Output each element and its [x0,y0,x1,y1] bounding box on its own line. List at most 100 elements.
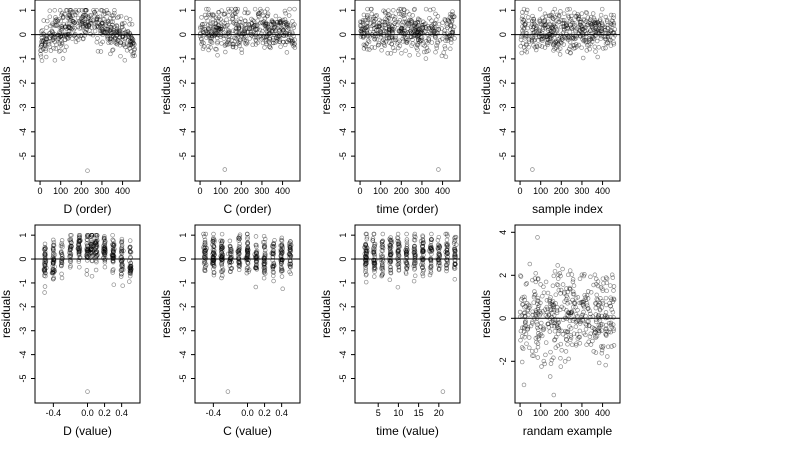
data-point [108,36,114,42]
data-point [281,39,286,45]
data-point [107,27,113,33]
data-point [215,40,220,46]
data-point [603,14,609,20]
data-point [546,19,551,24]
data-point [409,43,414,48]
data-point [226,28,232,34]
data-point [445,17,450,23]
data-point [41,31,46,37]
data-point [257,11,263,16]
data-point [277,33,282,38]
data-point [234,29,239,35]
data-point [598,33,604,39]
data-point [611,288,616,293]
data-point [53,23,58,28]
data-point [555,276,561,281]
data-point [420,23,425,28]
data-point [257,10,262,16]
data-point [89,239,95,245]
data-point [114,41,120,47]
data-point [568,16,574,22]
data-point [59,258,64,263]
data-point [256,14,262,20]
data-point [233,26,239,31]
data-point [43,39,48,45]
x-tick-label: 0 [518,408,523,418]
data-point [118,40,123,45]
data-point [78,33,84,38]
data-point [246,22,252,28]
data-point [357,23,363,28]
data-point [215,22,221,27]
data-point [382,22,387,28]
data-point [564,23,570,28]
data-point [537,17,542,22]
y-tick-label: -3 [18,327,28,335]
data-point [61,22,66,27]
data-point [112,8,117,13]
data-point [289,36,294,41]
data-point [521,26,527,32]
data-point [42,284,48,289]
data-point [278,18,284,24]
data-point [97,14,103,19]
data-point [235,6,241,12]
data-point [38,44,44,50]
data-point [418,38,423,43]
data-point [406,18,412,23]
data-point [444,21,450,26]
data-point [592,22,597,27]
data-point [271,20,276,25]
data-point [521,45,527,50]
data-point [39,41,45,46]
data-point [220,31,226,36]
data-point [128,49,134,54]
y-tick-label: -2 [178,303,188,311]
y-tick-label: 1 [338,8,348,13]
data-point [387,21,393,27]
data-point [263,34,269,39]
data-point [442,43,447,49]
data-point [387,12,392,18]
data-point [78,21,83,26]
data-point [127,17,133,22]
data-point [206,12,211,18]
data-point [217,26,223,31]
data-point [56,17,62,22]
data-point [282,20,288,25]
data-point [94,17,100,22]
x-tick-label: 15 [414,408,424,418]
data-point [258,20,263,26]
data-point [413,20,418,26]
data-point [66,24,72,30]
data-point [60,33,65,38]
data-point [542,11,548,17]
data-point [105,10,110,16]
data-point [271,32,277,37]
data-point [80,21,86,26]
data-point [41,18,46,23]
data-point [253,42,259,47]
data-point [551,16,556,22]
data-point [548,12,554,18]
data-point [544,34,549,39]
data-point [76,248,82,253]
data-point [544,41,550,46]
data-point [556,14,562,19]
data-point [526,37,532,42]
data-point [576,24,581,30]
data-point [287,30,293,36]
data-point [59,26,65,31]
data-point [291,33,296,39]
data-point [605,25,610,31]
data-point [87,20,93,26]
data-point [369,32,375,37]
data-point [560,30,566,36]
plot-frame [514,0,621,182]
data-point [399,30,404,36]
data-point [587,28,593,33]
data-point [216,26,221,32]
plot-frame [194,0,301,182]
data-point [241,26,247,32]
data-point [102,25,108,31]
